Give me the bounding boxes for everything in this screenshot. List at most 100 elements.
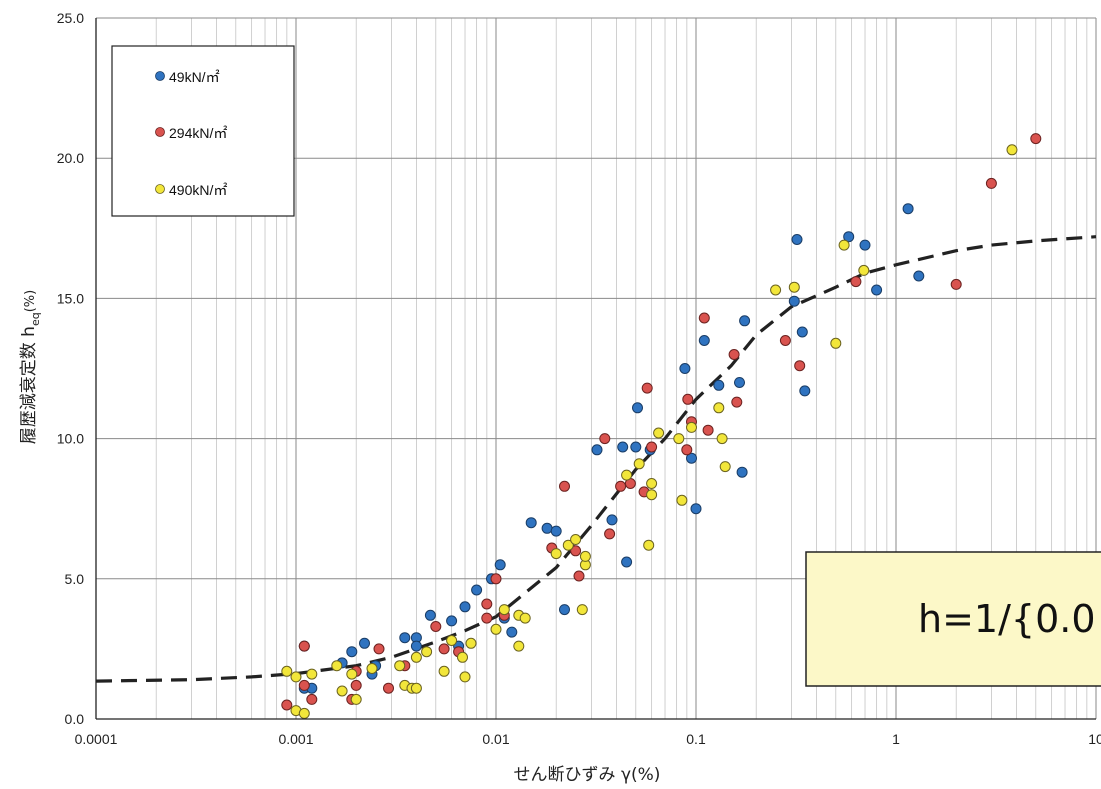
data-points <box>281 133 1042 719</box>
data-point-series-1 <box>481 598 493 610</box>
data-point-series-2 <box>646 489 658 501</box>
data-point-series-0 <box>739 315 751 327</box>
data-point-series-2 <box>770 284 782 296</box>
formula-text: h=1/{0.0 <box>918 597 1096 641</box>
data-point-series-0 <box>690 503 702 515</box>
data-point-series-2 <box>830 337 842 349</box>
y-tick-labels: 0.0 5.0 10.0 15.0 20.0 25.0 <box>57 10 84 727</box>
data-point-series-2 <box>621 469 633 481</box>
data-point-series-2 <box>331 660 343 672</box>
data-point-series-2 <box>350 693 362 705</box>
legend-marker-294 <box>155 127 165 137</box>
data-point-series-0 <box>471 584 483 596</box>
data-point-series-1 <box>950 278 962 290</box>
data-point-series-1 <box>682 393 694 405</box>
data-point-series-0 <box>843 231 855 243</box>
y-tick-label: 15.0 <box>57 290 84 306</box>
data-point-series-2 <box>421 646 433 658</box>
data-point-series-1 <box>383 682 394 694</box>
data-point-series-0 <box>686 452 697 464</box>
data-point-series-2 <box>446 635 458 646</box>
data-point-series-2 <box>653 427 665 439</box>
data-point-series-0 <box>617 441 629 453</box>
data-point-series-2 <box>298 707 310 719</box>
data-point-series-1 <box>373 643 385 655</box>
x-axis-title: せん断ひずみ γ(%) <box>514 765 661 785</box>
data-point-series-0 <box>859 239 871 251</box>
data-point-series-1 <box>1030 133 1042 145</box>
data-point-series-0 <box>525 517 537 529</box>
data-point-series-1 <box>298 640 310 652</box>
legend-label-490: 490kN/㎡ <box>169 182 227 198</box>
data-point-series-2 <box>306 668 318 680</box>
data-point-series-2 <box>394 660 406 672</box>
data-point-series-2 <box>366 663 378 674</box>
y-tick-label: 20.0 <box>57 150 84 166</box>
data-point-series-2 <box>673 433 685 445</box>
data-point-series-0 <box>506 626 518 638</box>
data-point-series-0 <box>346 646 358 658</box>
data-point-series-2 <box>459 671 471 683</box>
data-point-series-1 <box>298 679 310 691</box>
data-point-series-2 <box>713 402 725 414</box>
data-point-series-1 <box>604 528 616 540</box>
data-point-series-0 <box>399 632 411 644</box>
data-point-series-0 <box>632 402 643 414</box>
data-point-series-1 <box>350 679 362 691</box>
data-point-series-0 <box>788 295 800 307</box>
data-point-series-1 <box>306 693 318 705</box>
data-point-series-2 <box>410 651 422 663</box>
data-point-series-2 <box>457 651 468 663</box>
data-point-series-1 <box>481 612 493 624</box>
y-axis-title: 履歴減衰定数 heq(%) <box>19 290 42 444</box>
data-point-series-0 <box>799 385 811 397</box>
x-tick-labels: 0.0001 0.001 0.01 0.1 1 10 <box>75 731 1101 747</box>
data-point-series-2 <box>646 478 658 489</box>
data-point-series-2 <box>576 604 588 616</box>
data-point-series-1 <box>681 444 693 456</box>
data-point-series-1 <box>779 335 791 346</box>
data-point-series-0 <box>734 377 745 388</box>
data-point-series-0 <box>606 514 618 526</box>
x-tick-label: 0.001 <box>278 731 313 747</box>
data-point-series-1 <box>570 545 582 557</box>
data-point-series-0 <box>494 559 506 571</box>
data-point-series-0 <box>359 637 370 649</box>
y-tick-label: 10.0 <box>57 431 84 447</box>
data-point-series-0 <box>541 522 553 534</box>
formula-annotation: h=1/{0.0 <box>805 551 1101 687</box>
data-point-series-2 <box>716 433 728 445</box>
data-point-series-2 <box>579 550 591 562</box>
data-point-series-1 <box>698 312 710 324</box>
data-point-series-1 <box>438 643 450 655</box>
data-point-series-2 <box>465 637 477 649</box>
data-point-series-2 <box>1006 144 1018 156</box>
y-axis-title-subscript: eq <box>29 312 42 326</box>
data-point-series-2 <box>519 612 531 624</box>
data-point-series-2 <box>686 421 697 433</box>
y-tick-label: 25.0 <box>57 10 84 26</box>
data-point-series-2 <box>719 461 731 473</box>
data-point-series-2 <box>676 494 688 506</box>
data-point-series-0 <box>796 326 808 338</box>
data-point-series-0 <box>459 601 471 613</box>
data-point-series-0 <box>902 203 914 215</box>
data-point-series-2 <box>858 264 870 276</box>
data-point-series-0 <box>913 270 925 282</box>
data-point-series-0 <box>736 466 748 478</box>
legend-label-294: 294kN/㎡ <box>169 125 227 141</box>
data-point-series-1 <box>559 480 570 492</box>
legend-label-49: 49kN/㎡ <box>169 69 220 85</box>
data-point-series-2 <box>290 671 302 683</box>
data-point-series-0 <box>791 234 803 245</box>
y-axis-title-symbol: h <box>19 326 39 337</box>
data-point-series-1 <box>281 699 293 711</box>
data-point-series-1 <box>850 276 862 288</box>
legend-marker-490 <box>155 184 165 194</box>
data-point-series-1 <box>985 177 997 189</box>
data-point-series-1 <box>702 424 714 436</box>
x-tick-label: 1 <box>892 731 900 747</box>
data-point-series-2 <box>643 539 655 551</box>
data-point-series-0 <box>559 604 570 616</box>
